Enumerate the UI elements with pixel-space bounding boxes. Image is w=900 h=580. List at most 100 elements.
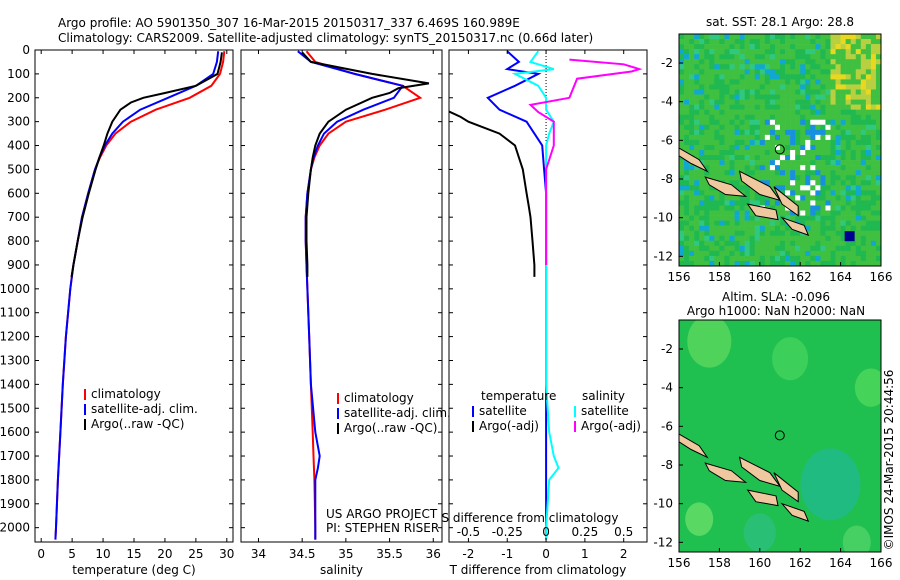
sst-cell [774, 144, 781, 151]
sst-cell [684, 39, 690, 45]
sst-cell [795, 155, 801, 161]
sst-cell [805, 160, 811, 166]
sst-cell [875, 54, 881, 60]
sst-cell [830, 139, 836, 146]
sst-cell [845, 170, 851, 176]
sst-cell [704, 195, 710, 201]
sst-cell [709, 260, 715, 266]
sst-cell [855, 114, 862, 121]
sst-cell [835, 175, 841, 181]
sst-cell [749, 139, 756, 146]
sst-cell [845, 114, 851, 121]
sst-cell [684, 165, 690, 171]
sst-cell [769, 64, 776, 70]
sst-cell [845, 124, 851, 131]
sst-cell [694, 155, 700, 161]
sst-cell [704, 170, 710, 176]
sst-cell [719, 235, 725, 242]
sst-cell [704, 225, 710, 231]
sst-cell [709, 64, 715, 70]
temperature-xtick-label: 20 [157, 547, 172, 561]
sst-cell [800, 235, 806, 242]
sst-cell [800, 215, 806, 221]
sst-cell [820, 160, 826, 166]
sst-cell [830, 205, 836, 211]
sst-cell [825, 235, 831, 242]
sst-cell [845, 104, 851, 110]
sst-cell [749, 54, 756, 60]
sst-cell [860, 59, 867, 65]
sst-cell [865, 245, 872, 252]
sst-cell [689, 79, 695, 85]
sst-cell [845, 69, 851, 75]
sst-cell [870, 165, 877, 171]
sst-cell [694, 109, 700, 115]
sst-cell [704, 129, 710, 136]
sst-cell [830, 225, 836, 231]
sst-cell [875, 200, 881, 206]
sst-cell [769, 44, 776, 50]
sst-cell [679, 49, 685, 55]
sst-cell [840, 49, 846, 55]
sst-cell [870, 250, 877, 257]
sst-cell [795, 114, 801, 121]
sdiff-xtick-label: 0 [542, 525, 550, 539]
sst-cell [780, 124, 786, 131]
sst-cell [825, 200, 831, 206]
sst-cell [764, 84, 771, 90]
sst-cell [805, 175, 811, 181]
sst-cell [769, 39, 776, 45]
sst-cell [865, 59, 872, 65]
sst-cell [830, 44, 836, 50]
sst-cell [845, 39, 851, 45]
sst-cell [749, 129, 756, 136]
sst-cell [709, 170, 715, 176]
sst-cell [860, 195, 867, 201]
sst-cell [699, 84, 705, 90]
sst-cell [805, 235, 811, 242]
sst-cell [870, 260, 877, 266]
sst-cell [830, 245, 836, 252]
sst-cell [785, 185, 791, 191]
sst-cell [800, 205, 806, 211]
sst-cell [739, 250, 745, 257]
sst-cell [719, 99, 725, 105]
sst-cell [694, 54, 700, 60]
sst-cell [810, 180, 816, 186]
sst-cell [679, 74, 685, 80]
sst-cell [769, 220, 776, 226]
sst-cell [815, 150, 821, 156]
sst-cell [845, 215, 851, 221]
sla-blob [842, 525, 871, 552]
sst-cell [754, 39, 761, 45]
sst-cell [709, 240, 715, 247]
sst-cell [795, 250, 801, 257]
sst-cell [795, 64, 801, 70]
sst-cell [790, 44, 796, 50]
sst-cell [769, 94, 776, 100]
sst-cell [699, 235, 705, 242]
sst-cell [840, 150, 846, 156]
sst-cell [845, 195, 851, 201]
sst-cell [764, 225, 771, 231]
sst-cell [865, 84, 872, 90]
sst-cell [825, 109, 831, 115]
sst-cell [800, 34, 806, 40]
sst-cell [835, 54, 841, 60]
sst-cell [825, 54, 831, 60]
island-landmass [773, 186, 799, 217]
sst-cell [699, 155, 705, 161]
sst-cell [729, 205, 735, 211]
sst-cell [820, 44, 826, 50]
sst-cell [719, 59, 725, 65]
sst-cell [774, 230, 781, 237]
sst-cell [724, 180, 730, 186]
map-xtick-label: 166 [870, 556, 893, 570]
sst-cell [679, 225, 685, 231]
sst-cell [739, 99, 745, 105]
sst-cell [845, 175, 851, 181]
sst-cell [699, 89, 705, 95]
sst-cell [729, 210, 735, 216]
depth-tick-label: 1200 [0, 330, 30, 344]
